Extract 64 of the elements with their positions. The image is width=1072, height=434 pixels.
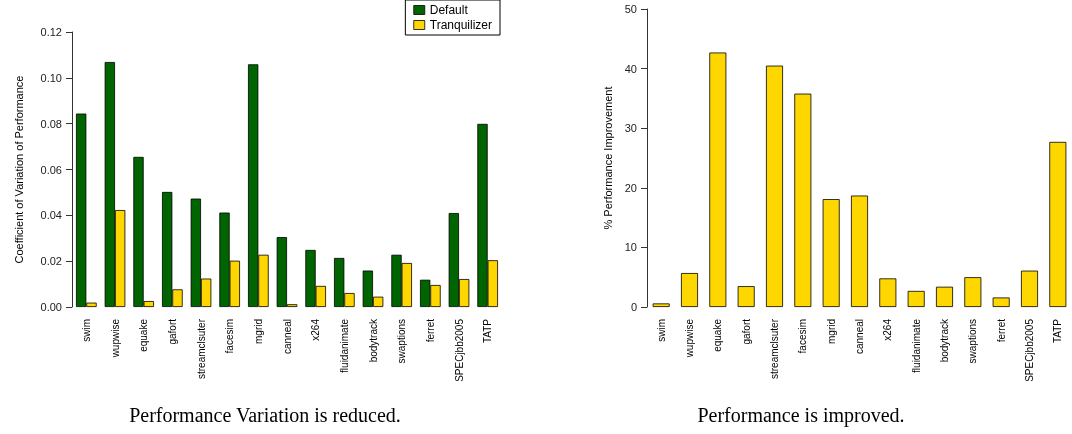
bar [652, 303, 670, 307]
bar [794, 93, 812, 307]
x-tick-label: x264 [882, 318, 894, 341]
bar [709, 52, 727, 307]
x-tick-label: wupwise [684, 318, 695, 359]
x-tick-label: TATP [482, 318, 494, 344]
y-tick-label: 0.12 [40, 26, 62, 38]
y-tick-label: 30 [624, 122, 637, 135]
x-tick-label: facesim [224, 319, 236, 354]
y-axis-title: Coefficient of Variation of Performance [12, 75, 25, 264]
x-tick-label: ferret [424, 318, 436, 343]
y-tick-label: 0.00 [40, 301, 62, 313]
x-tick-label: bodytrack [939, 318, 950, 363]
text: Performance is improved. [697, 404, 905, 427]
bar [681, 273, 698, 307]
bar [737, 286, 755, 307]
x-tick-label: equake [712, 318, 724, 352]
bar [1049, 141, 1067, 307]
x-tick-label: SPECjbb2005 [453, 318, 465, 382]
y-tick-label: 10 [624, 241, 637, 254]
bar [879, 278, 897, 307]
y-tick-label: 20 [624, 181, 637, 194]
x-tick-label: mgrid [252, 319, 264, 345]
x-tick-label: x264 [310, 318, 322, 341]
bar [851, 195, 868, 307]
legend-label: Default [429, 3, 469, 17]
y-tick-label: 0.06 [40, 163, 62, 176]
x-tick-label: bodytrack [367, 318, 379, 363]
x-tick-label: wupwise [109, 318, 121, 359]
x-tick-label: swim [655, 319, 667, 342]
x-tick-label: facesim [797, 319, 809, 354]
x-tick-label: canneal [854, 319, 865, 355]
x-tick-label: mgrid [825, 319, 837, 345]
x-tick-label: swaptions [396, 319, 408, 364]
y-tick-label: 40 [624, 62, 637, 75]
x-tick-label: canneal [281, 319, 293, 355]
x-tick-label: streamclsuter [195, 318, 207, 380]
bar [822, 199, 840, 307]
y-tick-label: 0 [630, 301, 637, 313]
y-tick-label: 0.02 [40, 255, 62, 268]
x-tick-label: fluidanimate [338, 318, 350, 373]
bar [1021, 270, 1038, 307]
bar [992, 297, 1010, 307]
x-tick-label: fluidanimate [910, 318, 922, 373]
y-tick-label: 0.04 [40, 209, 62, 222]
x-tick-label: TATP [1052, 318, 1064, 344]
y-axis-title: % Performance Improvement [601, 86, 614, 230]
x-tick-label: swaptions [967, 319, 979, 364]
x-tick-label: gafort [740, 318, 752, 345]
bar [936, 286, 953, 307]
legend-label: Tranquilizer [429, 18, 493, 32]
x-tick-label: streamclsuter [769, 318, 780, 380]
bar [907, 290, 925, 307]
bar [964, 277, 982, 307]
x-tick-label: SPECjbb2005 [1024, 318, 1035, 382]
y-tick-label: 0.08 [40, 117, 62, 130]
x-tick-label: swim [80, 319, 92, 342]
y-tick-label: 0.10 [40, 71, 62, 84]
y-tick-label: 50 [624, 3, 637, 15]
x-tick-label: ferret [995, 318, 1007, 343]
x-tick-label: equake [138, 318, 150, 352]
bar [766, 65, 783, 307]
text: Performance Variation is reduced. [129, 404, 401, 426]
x-tick-label: gafort [166, 318, 178, 345]
